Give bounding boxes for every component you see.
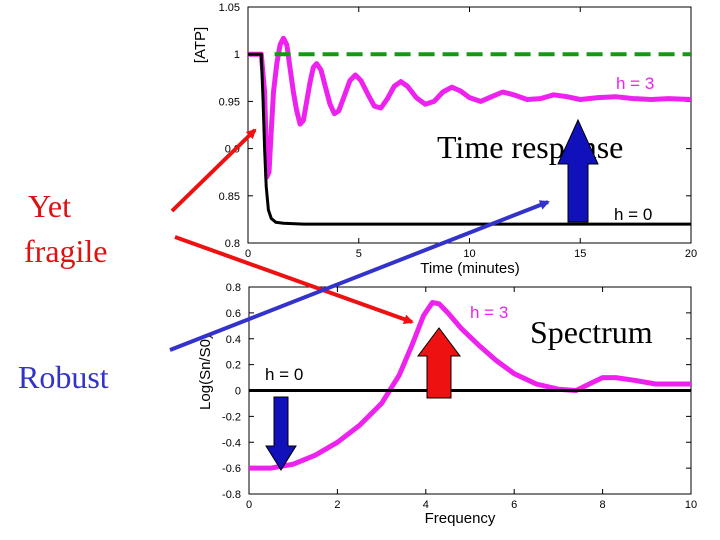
time-response-up-arrow <box>557 118 599 223</box>
y-axis-label: Log(Sn/S0) <box>197 334 214 410</box>
x-tick-label: 5 <box>356 248 362 260</box>
arrow-robust-to-time <box>169 200 550 352</box>
spectrum-chart: 0.8 0.6 0.4 0.2 0 -0.2 -0.4 -0.6 -0.8 0 2 4 6 8 10 Lo… <box>197 282 697 527</box>
y-tick-label: 0.8 <box>225 238 240 250</box>
yet-fragile-label: Yet fragile <box>24 188 108 269</box>
x-tick-label: 10 <box>685 499 697 511</box>
y-tick-label: 0 <box>235 386 241 398</box>
fragile-line: fragile <box>24 233 108 269</box>
y-tick-label: 0.85 <box>219 191 240 203</box>
x-axis-label: Time (minutes) <box>420 260 519 277</box>
y-tick-label: 0.6 <box>226 308 241 320</box>
y-axis-ticks: 0.8 0.6 0.4 0.2 0 -0.2 -0.4 -0.6 -0.8 <box>222 282 691 501</box>
series-line-h3 <box>248 35 692 180</box>
spectrum-label: Spectrum <box>530 314 653 350</box>
y-tick-label: -0.8 <box>222 489 241 501</box>
y-tick-label: -0.6 <box>222 463 241 475</box>
y-tick-label: -0.2 <box>222 411 241 423</box>
y-tick-label: 0.95 <box>219 96 240 108</box>
time-response-label-bg <box>434 128 662 166</box>
y-tick-label: 1 <box>234 49 240 61</box>
x-tick-label: 4 <box>423 499 429 511</box>
series-label-h3: h = 3 <box>616 74 654 93</box>
y-tick-label: 1.05 <box>219 2 240 14</box>
arrow-fragile-to-time <box>170 128 257 213</box>
x-axis-ticks: 0 5 10 15 20 <box>245 7 697 260</box>
series-group <box>249 300 691 471</box>
x-axis-ticks: 0 2 4 6 8 10 <box>246 287 697 511</box>
x-tick-label: 15 <box>574 248 586 260</box>
x-axis-label: Frequency <box>425 510 496 527</box>
x-tick-label: 0 <box>245 248 251 260</box>
y-tick-label: 0.8 <box>226 282 241 294</box>
spectrum-down-arrow <box>265 396 297 471</box>
series-line-h3 <box>249 300 691 471</box>
robust-label: Robust <box>18 359 109 395</box>
series-label-h0: h = 0 <box>614 205 652 224</box>
y-tick-label: 0.4 <box>226 334 241 346</box>
y-axis-label: [ATP] <box>192 27 209 63</box>
x-tick-label: 10 <box>463 248 475 260</box>
y-tick-label: -0.4 <box>222 437 241 449</box>
arrow-fragile-to-spectrum <box>174 235 414 325</box>
x-tick-label: 20 <box>685 248 697 260</box>
spectrum-label-bg <box>527 313 683 351</box>
x-tick-label: 8 <box>600 499 606 511</box>
y-tick-label: 0.2 <box>226 360 241 372</box>
series-label-h3: h = 3 <box>470 303 508 322</box>
x-tick-label: 2 <box>334 499 340 511</box>
yet-line: Yet <box>28 188 71 224</box>
x-tick-label: 0 <box>246 499 252 511</box>
series-group <box>248 35 692 226</box>
x-tick-label: 6 <box>511 499 517 511</box>
series-line-h0 <box>248 52 691 226</box>
series-label-h0: h = 0 <box>265 365 303 384</box>
spectrum-up-arrow <box>417 327 461 399</box>
